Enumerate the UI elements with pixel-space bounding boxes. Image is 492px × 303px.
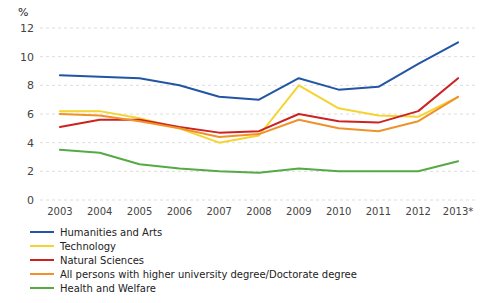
legend-label: Health and Welfare: [60, 283, 156, 294]
series-line: [60, 97, 458, 137]
x-tick-label: 2005: [127, 206, 152, 217]
y-tick-label: 6: [27, 108, 34, 121]
legend-swatch: [30, 245, 54, 247]
grid-line: [40, 28, 478, 29]
legend-swatch: [30, 273, 54, 275]
series-line: [60, 85, 458, 142]
grid-line: [40, 56, 478, 57]
series-line: [60, 42, 458, 99]
series-line: [60, 78, 458, 132]
y-tick-label: 2: [27, 165, 34, 178]
x-tick-label: 2013*: [443, 206, 473, 217]
legend-swatch: [30, 287, 54, 289]
legend-label: All persons with higher university degre…: [60, 269, 357, 280]
legend: Humanities and Arts Technology Natural Sci…: [30, 227, 357, 294]
y-tick-label: 4: [27, 137, 34, 150]
x-tick-label: 2006: [167, 206, 192, 217]
legend-label: Natural Sciences: [60, 255, 144, 266]
y-tick-label: 0: [27, 194, 34, 207]
x-tick-label: 2003: [47, 206, 72, 217]
lines: [60, 42, 458, 172]
x-tick-label: 2009: [286, 206, 311, 217]
y-tick-label: 12: [20, 22, 34, 35]
x-tick-label: 2004: [87, 206, 112, 217]
y-tick-label: 10: [20, 51, 34, 64]
series-line: [60, 150, 458, 173]
x-tick-label: 2012: [406, 206, 431, 217]
legend-swatch: [30, 231, 54, 233]
x-tick-label: 2011: [366, 206, 391, 217]
grid-line: [40, 142, 478, 143]
y-tick-label: 8: [27, 79, 34, 92]
x-tick-label: 2007: [206, 206, 231, 217]
x-tick-label: 2008: [246, 206, 271, 217]
grid: [40, 28, 478, 200]
legend-label: Technology: [59, 241, 116, 252]
legend-label: Humanities and Arts: [60, 227, 162, 238]
grid-line: [40, 85, 478, 86]
chart: 0 2 4 6 8 10 12% 2003 2004 2005 2006 2007 2008 2009 20…: [0, 0, 492, 303]
legend-swatch: [30, 259, 54, 261]
grid-line: [40, 200, 478, 201]
x-tick-label: 2010: [326, 206, 351, 217]
y-axis-label: %: [18, 6, 28, 19]
